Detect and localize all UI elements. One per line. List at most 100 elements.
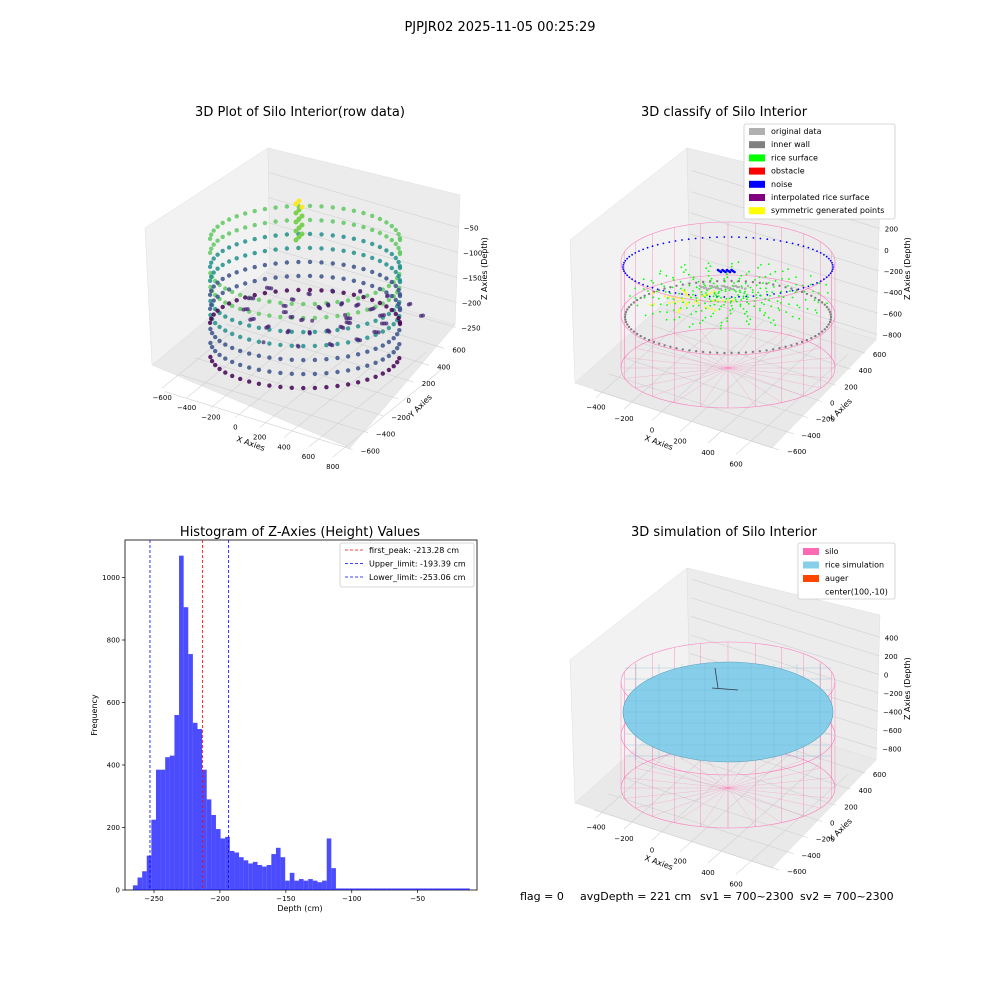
raw-point: [289, 343, 294, 348]
classify-point: [643, 294, 646, 297]
raw-point: [230, 317, 235, 323]
raw-x-tick: 200: [253, 433, 266, 441]
classify-point: [728, 270, 732, 274]
classify-silo-line: [727, 367, 756, 407]
classify-silo-line: [674, 367, 729, 403]
raw-point: [209, 302, 214, 307]
classify-point: [814, 296, 817, 300]
raw-point: [386, 297, 392, 303]
classify-point: [651, 304, 654, 307]
classify-point: [692, 276, 695, 279]
histogram-bar: [146, 855, 152, 891]
classify-point: [755, 284, 758, 287]
raw-point: [256, 339, 262, 344]
classify-point: [650, 279, 653, 282]
classify-point: [723, 296, 726, 298]
raw-point: [319, 260, 324, 265]
simulation-x-label: X Axies: [643, 853, 674, 872]
classify-point: [701, 280, 705, 284]
classify-point: [663, 344, 666, 347]
raw-point: [365, 321, 370, 326]
raw-point: [384, 248, 389, 253]
classify-point: [787, 268, 790, 270]
raw-point: [215, 224, 220, 229]
y-tick-label: 800: [107, 637, 120, 645]
classify-point: [658, 272, 661, 275]
simulation-y-tick: 200: [844, 803, 857, 811]
classify-point: [777, 307, 780, 309]
raw-y-tick: −200: [391, 414, 410, 422]
raw-point: [370, 241, 375, 247]
raw-point: [209, 246, 214, 251]
raw-point: [215, 252, 220, 257]
raw-point: [234, 298, 239, 303]
classify-point: [690, 296, 692, 299]
classify-point: [671, 286, 674, 289]
classify-point: [683, 290, 686, 293]
raw-point: [341, 220, 346, 225]
classify-point: [695, 286, 698, 289]
classify-point: [716, 296, 718, 299]
raw-point: [365, 377, 370, 382]
raw-point: [278, 356, 283, 362]
classify-point: [725, 298, 728, 300]
raw-point: [301, 357, 306, 363]
raw-point: [391, 350, 396, 355]
raw-point: [295, 343, 300, 348]
x-tick-label: −250: [144, 895, 163, 903]
classify-point: [742, 295, 745, 298]
classify-point: [623, 261, 625, 264]
raw-point: [267, 383, 272, 388]
classify-point: [733, 289, 736, 292]
classify-point: [692, 278, 695, 281]
classify-point: [735, 300, 738, 303]
raw-point: [324, 385, 329, 390]
histogram-bar: [335, 888, 341, 890]
raw-y-tick: −400: [376, 431, 395, 439]
raw-point: [389, 307, 394, 313]
classify-point: [626, 308, 629, 311]
classify-point: [781, 270, 784, 273]
classify-point: [720, 296, 722, 299]
simulation-silo-line: [727, 787, 756, 827]
y-tick-label: 600: [107, 699, 120, 707]
raw-point: [238, 362, 243, 368]
classify-z-tick: −200: [884, 268, 903, 276]
histogram-bar: [349, 888, 355, 890]
classify-point: [716, 351, 719, 354]
classify-point: [677, 309, 680, 312]
classify-point: [697, 299, 699, 301]
classify-point: [639, 296, 642, 300]
raw-point: [243, 281, 248, 286]
raw-point: [307, 287, 313, 293]
classify-point: [829, 272, 832, 275]
classify-legend-swatch: [749, 128, 765, 135]
classify-point: [709, 265, 712, 268]
classify-point: [723, 351, 726, 355]
classify-point: [781, 277, 783, 280]
raw-point: [238, 376, 243, 382]
histogram-bar: [197, 729, 203, 890]
classify-point: [704, 293, 707, 296]
histogram-bar: [188, 654, 193, 890]
raw-point: [395, 346, 400, 351]
classify-point: [687, 273, 690, 276]
classify-point: [795, 342, 799, 345]
raw-point: [351, 250, 357, 255]
classify-point: [622, 266, 624, 268]
classify-x-tick: 600: [729, 460, 742, 468]
classify-gridline: [651, 325, 837, 386]
classify-point: [746, 294, 748, 296]
raw-y-tick: 200: [422, 380, 435, 388]
histogram-bar: [372, 888, 378, 890]
classify-point: [742, 308, 745, 310]
classify-point: [657, 289, 661, 292]
raw-point: [230, 373, 235, 379]
raw-z-label: Z Axies (Depth): [480, 237, 489, 300]
raw-point: [262, 276, 268, 282]
histogram-bar: [234, 852, 240, 890]
raw-point: [330, 219, 335, 224]
classify-point: [802, 286, 805, 289]
histogram-bar: [442, 888, 447, 890]
